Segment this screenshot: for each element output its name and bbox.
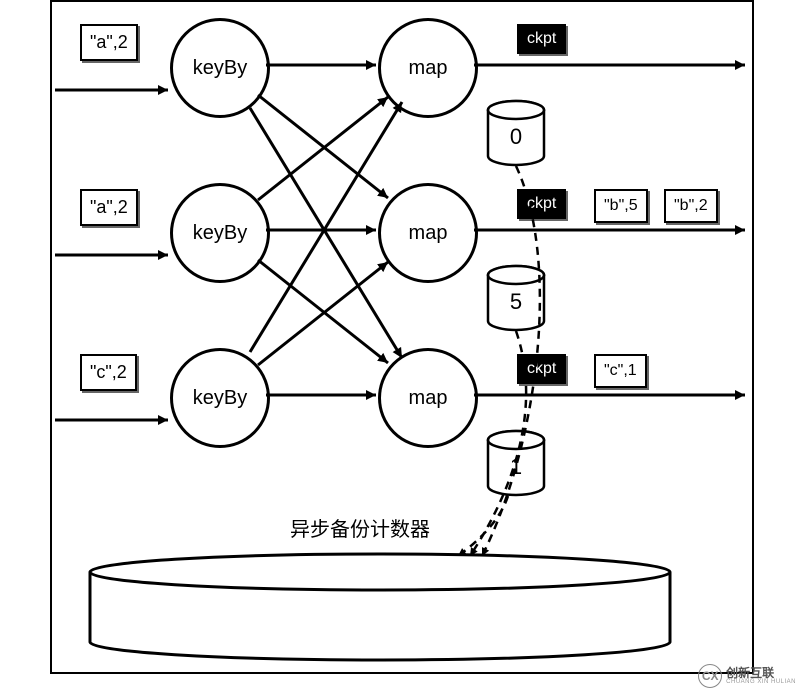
watermark: CX 创新互联 CHUANG XIN HULIAN xyxy=(698,664,796,688)
caption-label: 异步备份计数器 xyxy=(290,519,430,541)
node-label: keyBy xyxy=(193,387,247,410)
output-box: "b",2 xyxy=(664,189,718,223)
keyby-node-2: keyBy xyxy=(170,183,270,283)
input-label: "c",2 xyxy=(90,362,127,382)
ckpt-box-2: ckpt xyxy=(517,189,566,219)
watermark-icon: CX xyxy=(698,664,722,688)
node-label: map xyxy=(409,57,448,80)
storage-pos-3: 位置3 xyxy=(266,598,327,642)
output-box: "c",1 xyxy=(594,354,647,388)
input-label: "a",2 xyxy=(90,32,128,52)
pos-label: 位置1 xyxy=(118,610,159,627)
input-label: "a",2 xyxy=(90,197,128,217)
ckpt-label: ckpt xyxy=(527,195,556,212)
watermark-text: 创新互联 CHUANG XIN HULIAN xyxy=(726,667,796,685)
pos-label: 位置2 xyxy=(196,614,237,631)
map-node-2: map xyxy=(378,183,478,283)
storage-pos-1: 位置1 xyxy=(108,594,169,638)
storage-pos-2: 位置2 xyxy=(186,598,247,642)
ckpt-label: ckpt xyxy=(527,30,556,47)
node-label: map xyxy=(409,387,448,410)
watermark-icon-text: CX xyxy=(702,669,719,683)
output-label: "c",1 xyxy=(604,362,637,379)
output-label: "b",5 xyxy=(604,197,638,214)
node-label: keyBy xyxy=(193,222,247,245)
input-box-3: "c",2 xyxy=(80,354,137,391)
ckpt-box-3: ckpt xyxy=(517,354,566,384)
ckpt-box-1: ckpt xyxy=(517,24,566,54)
node-label: keyBy xyxy=(193,57,247,80)
pos-label: 位置3 xyxy=(276,614,317,631)
output-label: "b",2 xyxy=(674,197,708,214)
output-box: "b",5 xyxy=(594,189,648,223)
watermark-py: CHUANG XIN HULIAN xyxy=(726,679,796,685)
ckpt-label: ckpt xyxy=(527,360,556,377)
keyby-node-3: keyBy xyxy=(170,348,270,448)
map-node-1: map xyxy=(378,18,478,118)
caption-text: 异步备份计数器 xyxy=(290,513,430,542)
input-box-2: "a",2 xyxy=(80,189,138,226)
node-label: map xyxy=(409,222,448,245)
input-box-1: "a",2 xyxy=(80,24,138,61)
map-node-3: map xyxy=(378,348,478,448)
keyby-node-1: keyBy xyxy=(170,18,270,118)
watermark-cn: 创新互联 xyxy=(726,667,796,679)
